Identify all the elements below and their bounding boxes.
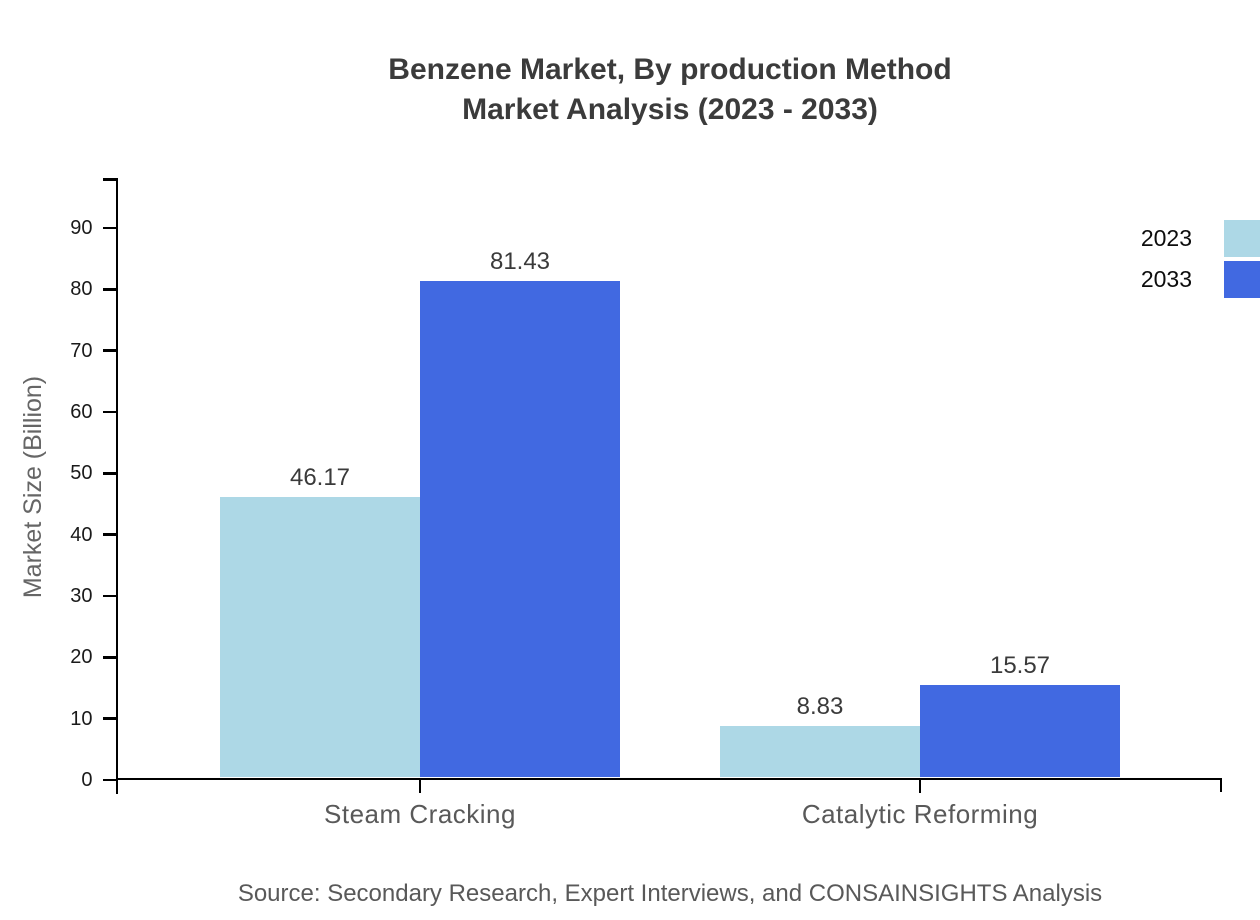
legend-label-2023: 2023	[1140, 225, 1192, 251]
y-tick-label: 70	[70, 339, 93, 362]
y-tick-label: 0	[81, 769, 93, 791]
y-tick-label: 30	[70, 585, 93, 607]
bar-value-label: 46.17	[289, 463, 351, 491]
category-label-catalytic-reforming: Catalytic Reforming	[801, 799, 1039, 829]
bar-2033-catalytic-reforming	[920, 684, 1120, 778]
y-tick-label: 60	[70, 401, 93, 423]
chart-title: Benzene Market, By production Method	[388, 53, 952, 86]
bar-2033-steam-cracking	[420, 280, 620, 778]
y-tick-label: 90	[70, 217, 93, 239]
y-tick-label: 10	[70, 707, 93, 730]
bar-value-label: 8.83	[796, 692, 844, 720]
y-tick-label: 50	[70, 462, 93, 485]
x-axis-end-cap	[1219, 777, 1222, 792]
y-tick-mark	[102, 656, 116, 659]
bar-value-label: 15.57	[989, 651, 1051, 679]
bar-value-label: 81.43	[489, 247, 551, 275]
y-axis-top-cap	[102, 178, 118, 181]
legend-swatch-2033	[1224, 261, 1260, 298]
category-label-steam-cracking: Steam Cracking	[324, 799, 516, 829]
y-tick-mark	[102, 778, 116, 782]
chart-subtitle: Market Analysis (2023 - 2033)	[462, 93, 878, 126]
y-tick-mark	[102, 226, 116, 230]
source-note: Source: Secondary Research, Expert Inter…	[237, 880, 1103, 907]
y-tick-mark	[102, 349, 116, 352]
y-tick-mark	[102, 288, 116, 291]
legend-label-2033: 2033	[1140, 266, 1192, 292]
legend-swatch-2023	[1224, 220, 1260, 257]
y-axis-line	[115, 178, 118, 794]
y-tick-mark	[102, 410, 116, 414]
x-tick-mark	[418, 780, 422, 793]
y-tick-label: 20	[70, 646, 93, 669]
y-tick-mark	[102, 594, 116, 598]
y-tick-mark	[102, 472, 116, 475]
x-axis-line	[115, 777, 1222, 780]
y-tick-mark	[102, 533, 116, 536]
y-tick-label: 40	[70, 523, 93, 546]
bar-2023-catalytic-reforming	[720, 725, 920, 778]
bar-2023-steam-cracking	[220, 496, 420, 778]
y-tick-mark	[102, 717, 116, 720]
y-tick-label: 80	[70, 278, 93, 301]
x-tick-mark	[918, 780, 922, 793]
